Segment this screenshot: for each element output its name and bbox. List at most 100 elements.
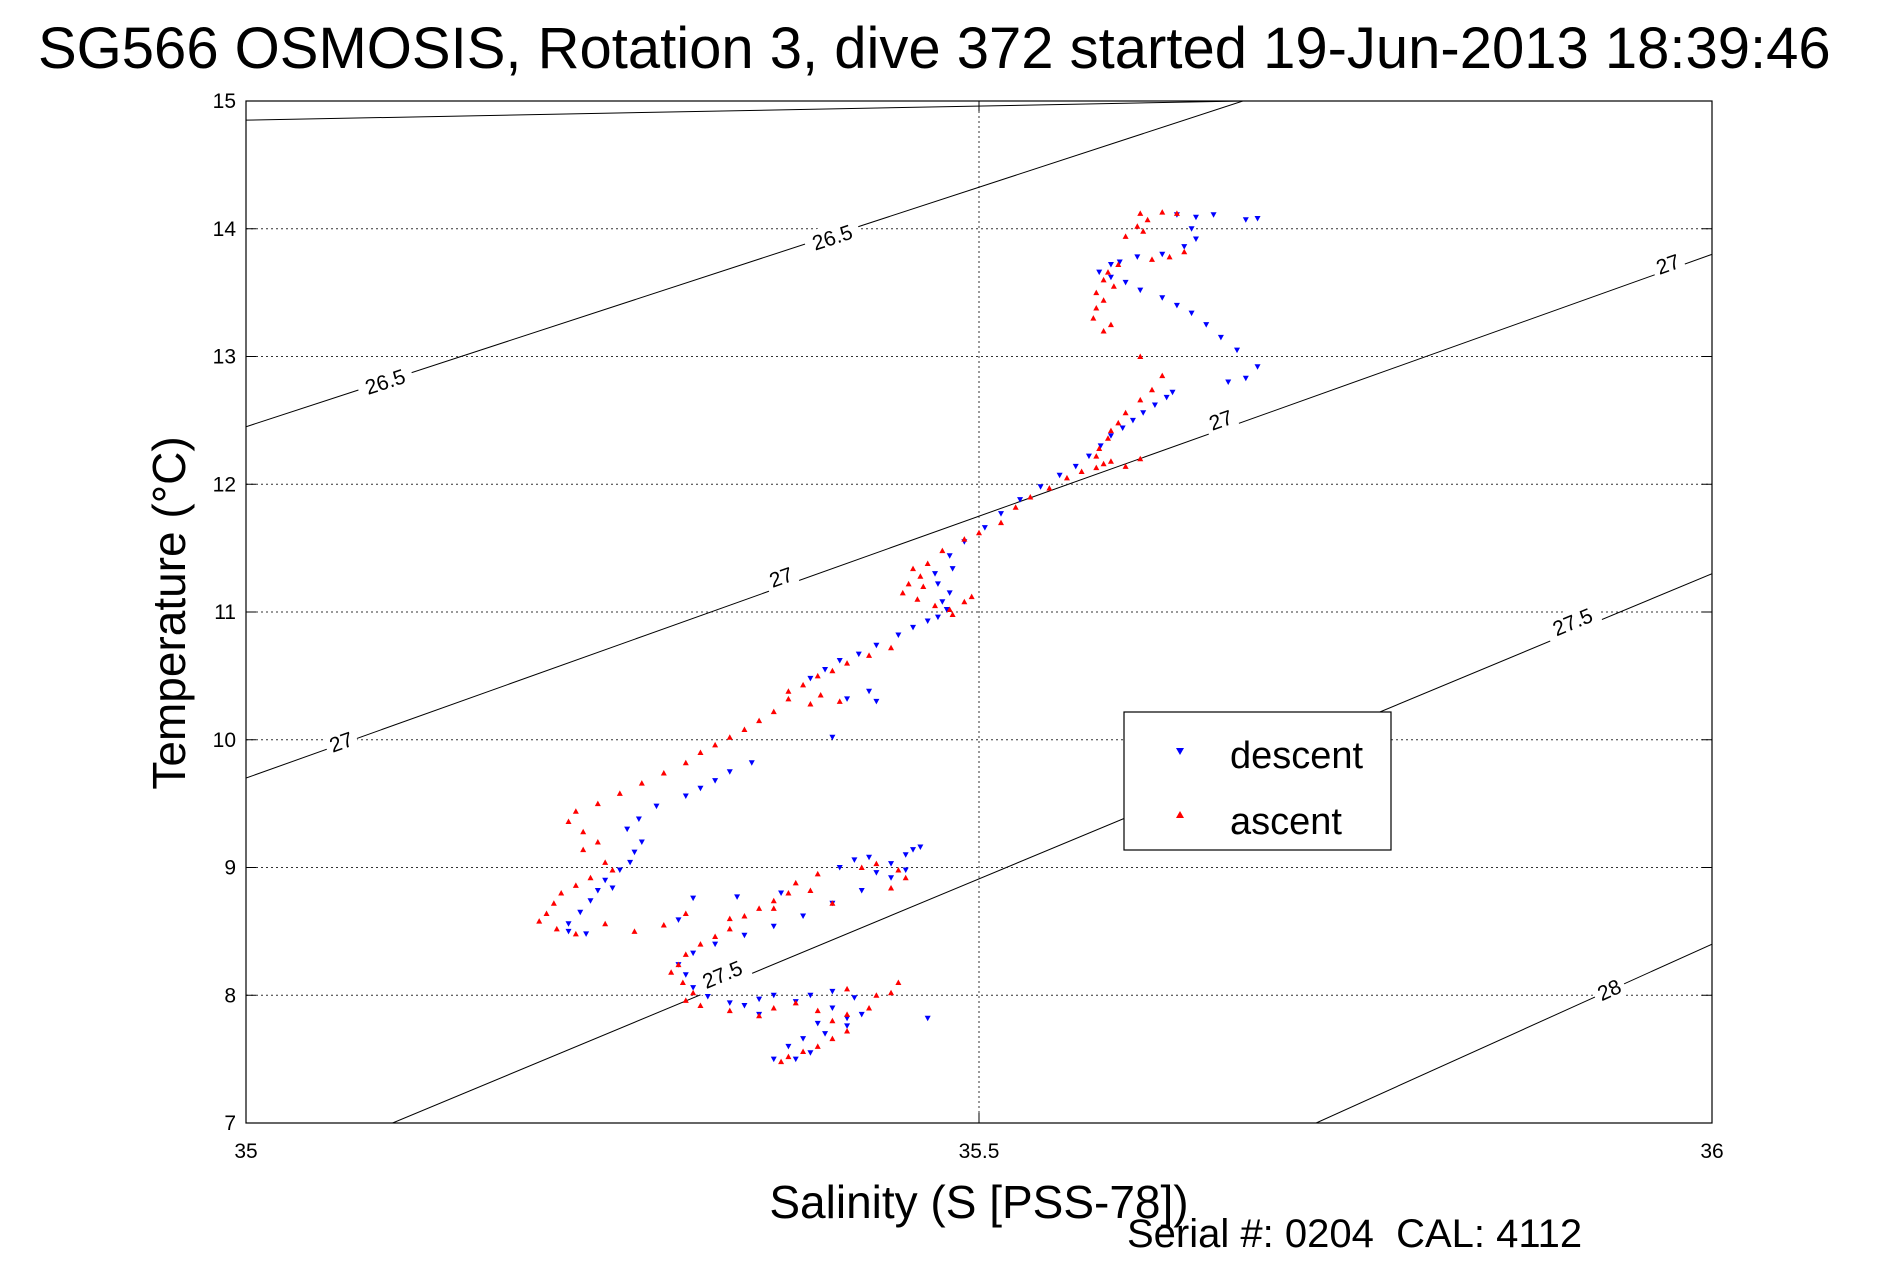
descent-point [939, 599, 946, 605]
ascent-point [1137, 455, 1144, 462]
descent-point [609, 885, 616, 891]
descent-point [858, 1011, 865, 1018]
descent-point [851, 857, 858, 863]
contour-label-bg [1648, 246, 1687, 281]
ascent-point [770, 708, 777, 715]
descent-point [1242, 375, 1249, 382]
ascent-point [543, 910, 550, 916]
ascent-point [756, 1012, 763, 1019]
descent-point [873, 870, 880, 876]
y-tick-label: 9 [224, 857, 236, 880]
descent-point [616, 867, 623, 874]
ascent-point [697, 749, 704, 756]
ascent-point [888, 644, 895, 651]
y-tick-label: 13 [213, 346, 236, 369]
descent-point [1037, 484, 1044, 490]
ascent-point [1166, 253, 1173, 260]
ascent-point [594, 838, 601, 845]
ascent-point [888, 884, 895, 891]
ascent-point [1137, 353, 1144, 359]
descent-point [1159, 251, 1166, 258]
descent-point [895, 632, 902, 638]
descent-point [627, 859, 634, 866]
contour-label-bg [691, 952, 753, 996]
y-axis-label: Temperature (°C) [143, 436, 195, 789]
descent-point [1210, 212, 1217, 218]
ascent-point [572, 882, 579, 888]
descent-point [932, 571, 939, 577]
descent-point [704, 994, 711, 1000]
ascent-point [1093, 289, 1100, 296]
descent-point [602, 877, 609, 884]
ascent-point [1122, 233, 1129, 239]
descent-point [1096, 269, 1103, 276]
ascent-point [770, 1005, 777, 1011]
ascent-point [726, 1007, 733, 1014]
descent-point [690, 950, 697, 957]
descent-point [1017, 497, 1024, 503]
ascent-point [905, 580, 912, 587]
descent-point [902, 867, 909, 874]
y-tick-label: 11 [214, 601, 236, 624]
x-tick-label: 36 [1700, 1140, 1723, 1163]
ascent-point [741, 726, 748, 733]
ascent-point [866, 1005, 873, 1011]
descent-point [741, 932, 748, 939]
density-contour-line [1315, 943, 1712, 1123]
ascent-point [1107, 427, 1114, 434]
descent-point [638, 839, 645, 845]
contour-label-text: 26.5 [362, 365, 408, 400]
grid-layer [246, 101, 1712, 1123]
ascent-point [558, 890, 565, 896]
legend-descent-label: descent [1230, 735, 1364, 777]
ascent-point [814, 870, 821, 877]
descent-point [946, 553, 953, 559]
contour-label-bg [761, 559, 800, 594]
descent-point [726, 769, 733, 775]
ascent-point [1110, 283, 1117, 289]
descent-point [690, 985, 697, 991]
descent-point [1129, 417, 1136, 424]
ascent-point [946, 606, 953, 612]
ascent-point [785, 1053, 792, 1060]
y-tick-label: 15 [213, 90, 236, 113]
descent-point [924, 1015, 931, 1022]
descent-point [748, 760, 755, 766]
y-tick-label: 10 [213, 729, 236, 752]
ascent-point [814, 1043, 821, 1049]
descent-point [829, 734, 836, 741]
descent-point [778, 890, 785, 897]
ascent-point [572, 808, 579, 814]
ascent-point [844, 1028, 851, 1034]
density-contour-label: 26.5 [354, 360, 416, 402]
ascent-point [726, 734, 733, 740]
descent-point [587, 898, 594, 904]
ascent-point [1096, 445, 1103, 451]
descent-point [949, 566, 956, 572]
legend-descent-marker [1176, 748, 1184, 755]
density-contour-label: 27 [1201, 402, 1240, 437]
ascent-point [997, 519, 1004, 526]
descent-point [836, 865, 843, 871]
descent-point [943, 606, 950, 613]
descent-point [807, 992, 814, 999]
contour-label-text: 27.5 [1550, 604, 1597, 641]
ascent-point [553, 925, 560, 932]
descent-point [1192, 236, 1199, 242]
descent-point [844, 696, 851, 702]
y-tick-label: 7 [224, 1112, 236, 1135]
descent-point [1159, 295, 1166, 301]
ascent-point [660, 921, 667, 928]
ascent-point [580, 846, 587, 853]
legend-ascent-marker [1176, 811, 1184, 818]
ascent-point [1093, 304, 1100, 311]
density-contour-line [246, 101, 1244, 428]
descent-point [1151, 402, 1158, 409]
ascent-point [961, 536, 968, 542]
descent-point [741, 1002, 748, 1009]
descent-point [690, 895, 697, 902]
descent-point [844, 1015, 851, 1022]
legend: descent ascent [1123, 711, 1392, 851]
descent-point [1169, 389, 1176, 396]
descent-point [653, 803, 660, 810]
